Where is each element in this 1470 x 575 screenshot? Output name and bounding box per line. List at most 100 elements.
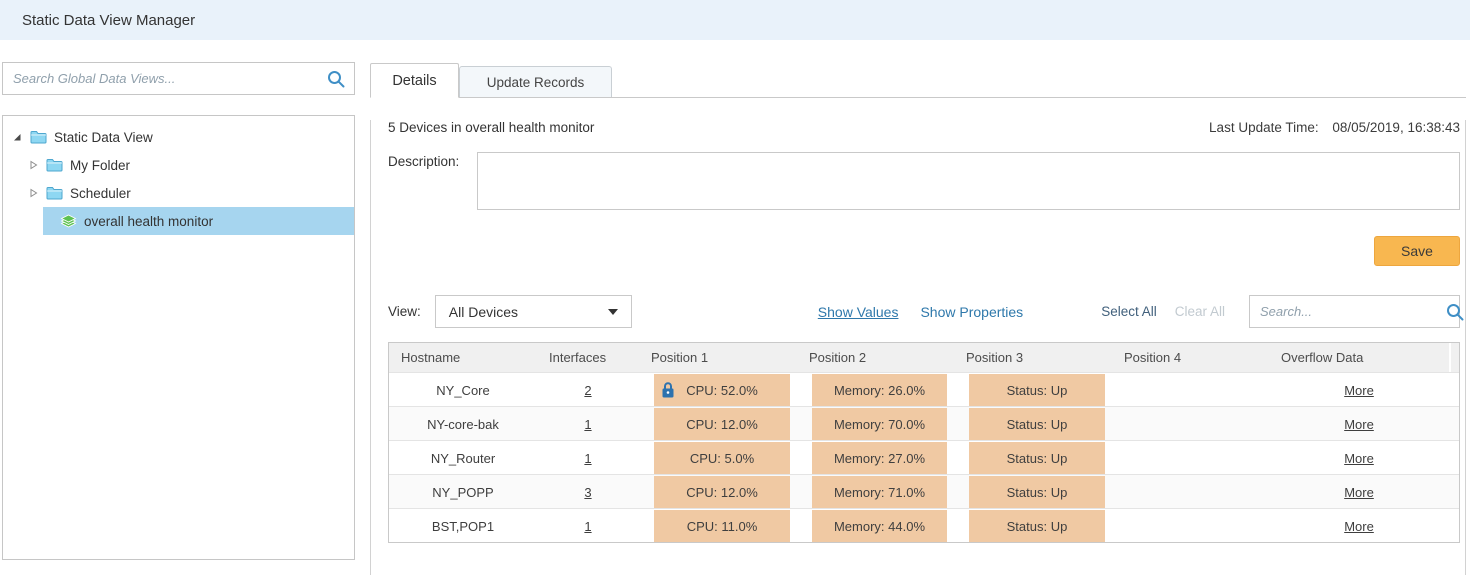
more-link[interactable]: More bbox=[1344, 450, 1374, 466]
position3-chip[interactable]: Status: Up bbox=[969, 510, 1105, 542]
position3-chip[interactable]: Status: Up bbox=[969, 476, 1105, 508]
folder-icon bbox=[30, 131, 47, 144]
position2-chip[interactable]: Memory: 70.0% bbox=[812, 408, 947, 440]
more-link[interactable]: More bbox=[1344, 416, 1374, 432]
position3-chip[interactable]: Status: Up bbox=[969, 374, 1105, 406]
position1-value: CPU: 12.0% bbox=[686, 416, 758, 432]
position4-cell bbox=[1112, 407, 1269, 441]
show-values-link[interactable]: Show Values bbox=[817, 303, 899, 320]
hostname-cell: NY-core-bak bbox=[427, 416, 499, 432]
table-search-input[interactable] bbox=[1250, 296, 1446, 327]
position4-cell bbox=[1112, 475, 1269, 509]
col-header-position2: Position 2 bbox=[809, 350, 867, 365]
position1-value: CPU: 5.0% bbox=[689, 450, 755, 466]
position1-value: CPU: 12.0% bbox=[686, 484, 758, 500]
interfaces-link[interactable]: 1 bbox=[584, 450, 592, 466]
tree-item-label: Scheduler bbox=[70, 185, 131, 201]
position4-cell bbox=[1112, 373, 1269, 407]
position3-value: Status: Up bbox=[1006, 518, 1068, 534]
search-input[interactable] bbox=[3, 63, 327, 94]
app-header: Static Data View Manager bbox=[0, 0, 1470, 40]
tree-item-label: My Folder bbox=[70, 157, 131, 173]
more-link[interactable]: More bbox=[1344, 382, 1374, 398]
tab-details[interactable]: Details bbox=[370, 63, 459, 98]
col-header-hostname: Hostname bbox=[401, 350, 461, 365]
hostname-cell: NY_Core bbox=[436, 382, 490, 398]
position1-chip[interactable]: CPU: 12.0% bbox=[654, 476, 790, 508]
interfaces-link[interactable]: 3 bbox=[584, 484, 592, 500]
select-all-link[interactable]: Select All bbox=[1101, 304, 1157, 319]
lock-icon bbox=[662, 382, 674, 398]
expand-arrow-icon[interactable] bbox=[27, 187, 39, 199]
more-link[interactable]: More bbox=[1344, 518, 1374, 534]
row-spacer bbox=[1449, 373, 1459, 407]
description-textarea[interactable] bbox=[477, 152, 1460, 210]
search-icon[interactable] bbox=[327, 70, 345, 88]
position3-value: Status: Up bbox=[1006, 416, 1068, 432]
position4-cell bbox=[1112, 509, 1269, 543]
position1-chip[interactable]: CPU: 11.0% bbox=[654, 510, 790, 542]
table-row: NY_Core 2 CPU: 52.0% Memory: 26.0% Statu… bbox=[389, 372, 1459, 406]
position2-value: Memory: 71.0% bbox=[833, 484, 926, 500]
position3-chip[interactable]: Status: Up bbox=[969, 442, 1105, 474]
position3-chip[interactable]: Status: Up bbox=[969, 408, 1105, 440]
tree-item-label: Static Data View bbox=[54, 129, 153, 145]
clear-all-link: Clear All bbox=[1174, 304, 1225, 319]
folder-icon bbox=[46, 159, 63, 172]
col-header-position3: Position 3 bbox=[966, 350, 1024, 365]
position3-value: Status: Up bbox=[1006, 382, 1068, 398]
position2-chip[interactable]: Memory: 26.0% bbox=[812, 374, 947, 406]
last-update-time: Last Update Time: 08/05/2019, 16:38:43 bbox=[1209, 120, 1460, 135]
tree-item-my-folder[interactable]: My Folder bbox=[3, 151, 354, 179]
hostname-cell: BST,POP1 bbox=[431, 518, 495, 534]
device-count-summary: 5 Devices in overall health monitor bbox=[388, 120, 595, 135]
position2-chip[interactable]: Memory: 27.0% bbox=[812, 442, 947, 474]
save-button[interactable]: Save bbox=[1374, 236, 1460, 266]
collapse-arrow-icon[interactable] bbox=[11, 131, 23, 143]
device-table: Hostname Interfaces Position 1 Position … bbox=[388, 342, 1460, 543]
tree-item-scheduler[interactable]: Scheduler bbox=[3, 179, 354, 207]
hostname-cell: NY_POPP bbox=[432, 484, 494, 500]
view-label: View: bbox=[388, 304, 421, 319]
table-search[interactable] bbox=[1249, 295, 1464, 328]
position2-chip[interactable]: Memory: 44.0% bbox=[812, 510, 947, 542]
position1-value: CPU: 11.0% bbox=[686, 518, 758, 534]
col-header-overflow-data: Overflow Data bbox=[1281, 350, 1364, 365]
view-dropdown[interactable]: All Devices bbox=[434, 295, 632, 328]
tree-item-label: overall health monitor bbox=[84, 213, 214, 229]
row-spacer bbox=[1449, 509, 1459, 543]
position2-value: Memory: 44.0% bbox=[833, 518, 926, 534]
row-spacer bbox=[1449, 441, 1459, 475]
interfaces-link[interactable]: 1 bbox=[584, 416, 592, 432]
position2-value: Memory: 70.0% bbox=[833, 416, 926, 432]
position2-value: Memory: 26.0% bbox=[833, 382, 926, 398]
position2-value: Memory: 27.0% bbox=[833, 450, 926, 466]
tree-item-overall-health-monitor[interactable]: overall health monitor bbox=[43, 207, 354, 235]
more-link[interactable]: More bbox=[1344, 484, 1374, 500]
search-icon[interactable] bbox=[1446, 303, 1464, 321]
interfaces-link[interactable]: 2 bbox=[584, 382, 592, 398]
show-properties-link[interactable]: Show Properties bbox=[920, 303, 1024, 320]
col-header-interfaces: Interfaces bbox=[549, 350, 607, 365]
global-dataview-search[interactable] bbox=[2, 62, 355, 95]
position3-value: Status: Up bbox=[1006, 450, 1068, 466]
tab-strip: Details Update Records bbox=[370, 63, 1466, 98]
position4-cell bbox=[1112, 441, 1269, 475]
main-content: Details Update Records 5 Devices in over… bbox=[370, 63, 1466, 575]
tab-update-records[interactable]: Update Records bbox=[459, 66, 612, 97]
description-label: Description: bbox=[388, 154, 460, 169]
table-row: BST,POP1 1 CPU: 11.0% Memory: 44.0% Stat… bbox=[389, 508, 1459, 542]
col-header-position1: Position 1 bbox=[651, 350, 709, 365]
position1-chip[interactable]: CPU: 52.0% bbox=[654, 374, 790, 406]
view-dropdown-value: All Devices bbox=[448, 303, 519, 320]
expand-arrow-icon[interactable] bbox=[27, 159, 39, 171]
tree-item-static-data-view[interactable]: Static Data View bbox=[3, 123, 354, 151]
table-row: NY_POPP 3 CPU: 12.0% Memory: 71.0% Statu… bbox=[389, 474, 1459, 508]
interfaces-link[interactable]: 1 bbox=[584, 518, 592, 534]
folder-icon bbox=[46, 187, 63, 200]
col-header-spacer bbox=[1449, 343, 1459, 372]
position2-chip[interactable]: Memory: 71.0% bbox=[812, 476, 947, 508]
position1-chip[interactable]: CPU: 5.0% bbox=[654, 442, 790, 474]
position1-chip[interactable]: CPU: 12.0% bbox=[654, 408, 790, 440]
table-header-row: Hostname Interfaces Position 1 Position … bbox=[389, 343, 1459, 372]
